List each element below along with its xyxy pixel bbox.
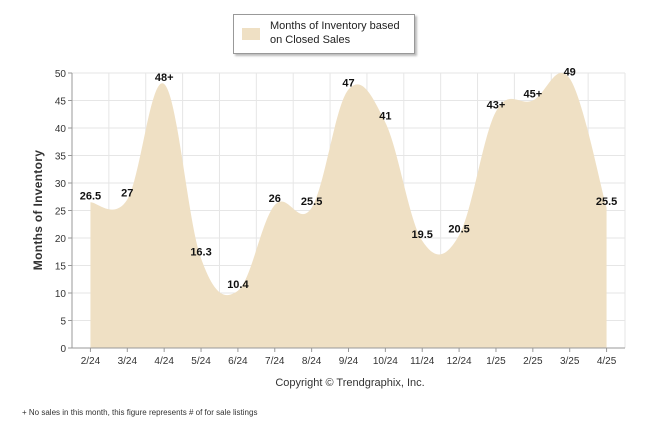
y-tick-label: 5 xyxy=(60,317,66,328)
y-axis: 0 5 10 15 20 25 30 35 40 45 50 xyxy=(55,69,73,355)
data-label: 26.5 xyxy=(80,190,101,202)
x-tick-label: 6/24 xyxy=(228,356,248,367)
x-tick-label: 7/24 xyxy=(265,356,285,367)
x-tick-label: 9/24 xyxy=(339,356,359,367)
series-area xyxy=(90,72,607,349)
data-label: 27 xyxy=(121,188,133,200)
x-tick-label: 10/24 xyxy=(373,356,398,367)
data-label: 43+ xyxy=(487,100,506,112)
y-tick-label: 10 xyxy=(55,289,67,300)
data-label: 48+ xyxy=(155,72,174,84)
data-label: 16.3 xyxy=(190,246,211,258)
legend: Months of Inventory based on Closed Sale… xyxy=(233,14,415,54)
data-label: 41 xyxy=(379,111,391,123)
data-label: 25.5 xyxy=(596,196,617,208)
x-tick-label: 5/24 xyxy=(191,356,211,367)
data-labels: 26.5 27 48+ 16.3 10.4 26 25.5 47 41 19.5 20.5 43+ 45… xyxy=(80,67,618,291)
x-tick-label: 8/24 xyxy=(302,356,322,367)
x-tick-label: 1/25 xyxy=(486,356,506,367)
x-tick-label: 12/24 xyxy=(447,356,472,367)
footnote: + No sales in this month, this figure re… xyxy=(22,408,258,417)
x-tick-label: 11/24 xyxy=(410,356,435,367)
y-tick-label: 35 xyxy=(55,152,67,163)
legend-label: Months of Inventory based on Closed Sale… xyxy=(270,20,400,46)
data-label: 47 xyxy=(342,78,354,90)
x-tick-label: 2/25 xyxy=(523,356,543,367)
data-label: 20.5 xyxy=(448,223,469,235)
y-tick-label: 15 xyxy=(55,262,67,273)
x-tick-label: 2/24 xyxy=(81,356,101,367)
y-tick-label: 50 xyxy=(55,69,67,80)
y-tick-label: 20 xyxy=(55,234,67,245)
data-label: 45+ xyxy=(523,89,542,101)
x-tick-label: 4/24 xyxy=(154,356,174,367)
y-tick-label: 0 xyxy=(60,344,66,355)
y-tick-label: 30 xyxy=(55,179,67,190)
y-tick-label: 40 xyxy=(55,124,67,135)
x-tick-label: 3/25 xyxy=(560,356,580,367)
x-axis: 2/24 3/24 4/24 5/24 6/24 7/24 8/24 9/24 10/24 11/… xyxy=(72,347,625,367)
y-axis-title: Months of Inventory xyxy=(31,149,45,271)
y-tick-label: 45 xyxy=(55,97,67,108)
data-label: 25.5 xyxy=(301,196,322,208)
data-label: 10.4 xyxy=(227,279,249,291)
data-label: 26 xyxy=(269,193,281,205)
copyright-text: Copyright © Trendgraphix, Inc. xyxy=(275,377,425,389)
y-tick-label: 25 xyxy=(55,207,67,218)
data-label: 19.5 xyxy=(412,229,433,241)
x-tick-label: 4/25 xyxy=(597,356,617,367)
data-label: 49 xyxy=(564,67,576,79)
legend-swatch xyxy=(242,28,260,40)
x-tick-label: 3/24 xyxy=(118,356,138,367)
